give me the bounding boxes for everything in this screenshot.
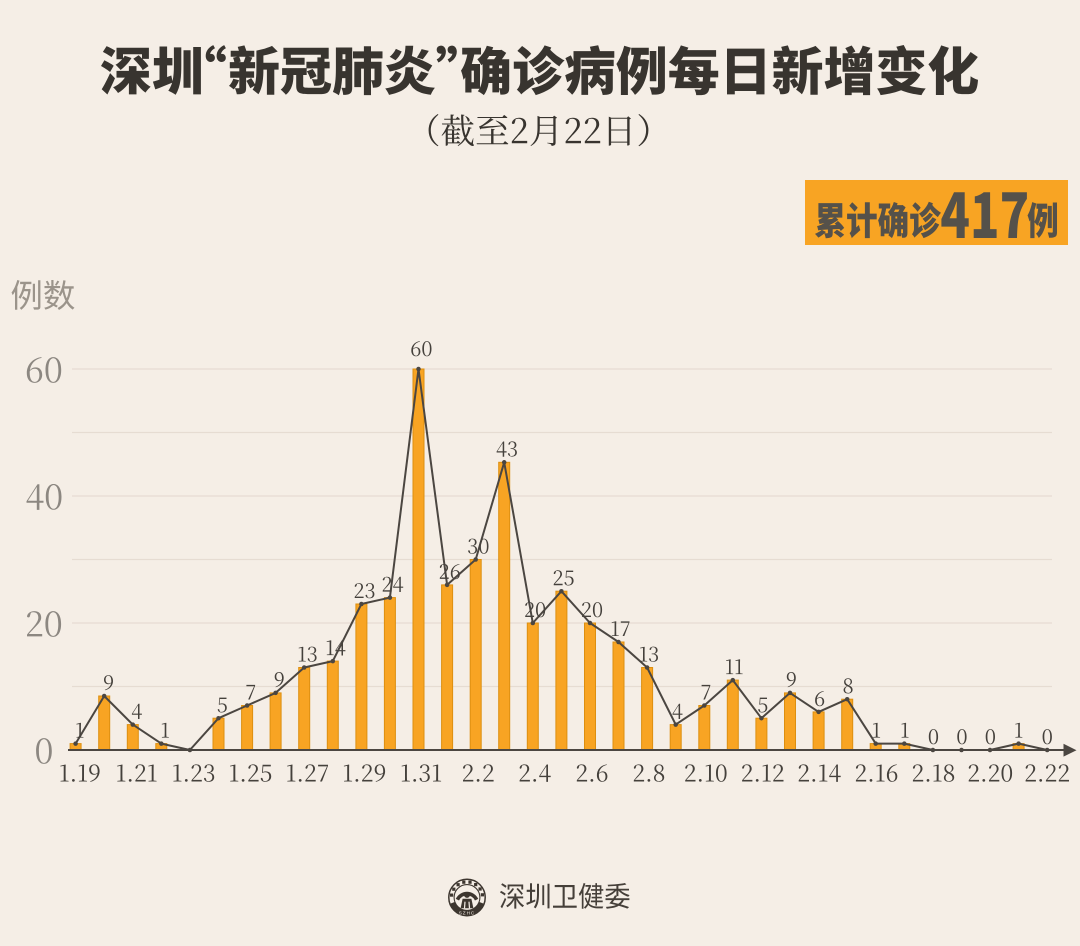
svg-text:SZHC: SZHC (459, 911, 476, 916)
